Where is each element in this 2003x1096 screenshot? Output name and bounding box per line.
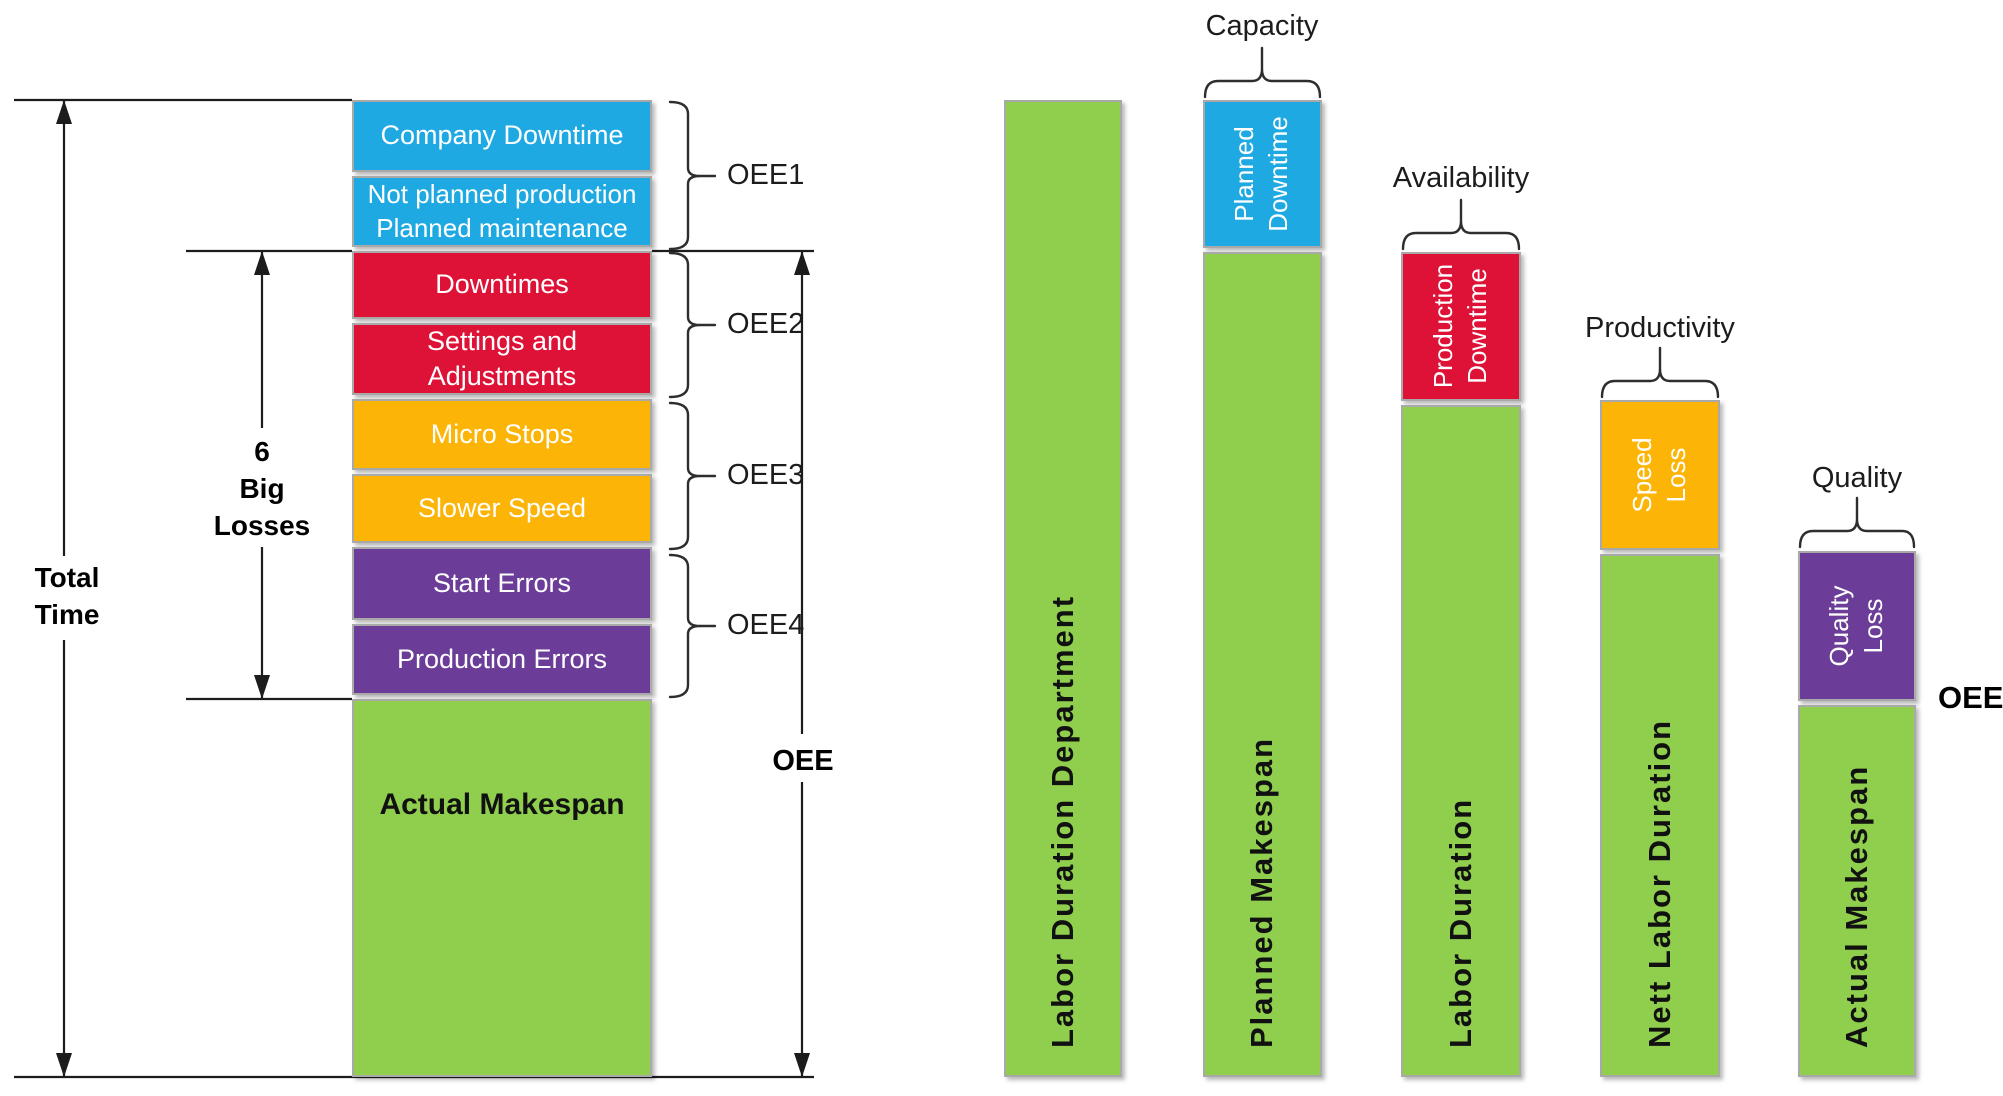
segment-slower-speed: Slower Speed bbox=[352, 474, 652, 543]
productivity-label: Productivity bbox=[1585, 312, 1735, 344]
segment-company-downtime: Company Downtime bbox=[352, 100, 652, 172]
quality-label: Quality bbox=[1811, 462, 1903, 494]
availability-brace bbox=[1401, 198, 1521, 251]
segment-label: Micro Stops bbox=[430, 418, 574, 449]
bar-nett-labor-duration-loss bbox=[1600, 400, 1720, 550]
oee4-label: OEE4 bbox=[727, 609, 805, 641]
oee3-label: OEE3 bbox=[727, 459, 805, 491]
oee-label-right: OEE bbox=[1938, 680, 2003, 715]
availability-label: Availability bbox=[1392, 162, 1530, 194]
productivity-brace bbox=[1600, 346, 1720, 399]
bar-actual-makespan bbox=[1798, 705, 1916, 1077]
segment-not-planned-production: Not planned production Planned maintenan… bbox=[352, 176, 652, 247]
segment-label: Start Errors bbox=[432, 567, 572, 598]
segment-production-errors: Production Errors bbox=[352, 624, 652, 695]
segment-actual-makespan: Actual Makespan bbox=[352, 699, 652, 1077]
segment-label: Downtimes bbox=[435, 269, 569, 300]
oee2-label: OEE2 bbox=[727, 308, 805, 340]
six-big-losses-label: 6 Big Losses bbox=[192, 432, 332, 547]
production-downtime-label: Production Downtime bbox=[1428, 263, 1492, 389]
bar-planned-makespan bbox=[1203, 252, 1322, 1077]
bar-labor-duration-department bbox=[1004, 100, 1122, 1077]
oee1-label: OEE1 bbox=[727, 159, 805, 191]
total-time-label: Total Time bbox=[8, 558, 126, 636]
segment-label: Slower Speed bbox=[417, 492, 587, 523]
oee1-brace bbox=[668, 100, 717, 251]
segment-settings-adjustments: Settings and Adjustments bbox=[352, 323, 652, 395]
six-big-losses-arrow bbox=[254, 251, 270, 699]
segment-label: Company Downtime bbox=[380, 120, 624, 151]
bar-name-nett-labor-duration: Nett Labor Duration bbox=[1642, 718, 1677, 1048]
oee2-brace bbox=[668, 251, 717, 399]
segment-label: Not planned production Planned maintenan… bbox=[367, 178, 637, 243]
quality-brace bbox=[1798, 496, 1916, 549]
bar-labor-duration bbox=[1401, 405, 1521, 1077]
quality-loss-label: Quality Loss bbox=[1824, 585, 1888, 667]
segment-start-errors: Start Errors bbox=[352, 547, 652, 620]
speed-loss-label: Speed Loss bbox=[1627, 437, 1691, 513]
planned-downtime-label: Planned Downtime bbox=[1229, 116, 1293, 232]
bar-nett-labor-duration bbox=[1600, 554, 1720, 1077]
segment-label: Settings and Adjustments bbox=[426, 325, 578, 391]
segment-label: Actual Makespan bbox=[379, 788, 625, 821]
bar-labor-duration-loss bbox=[1401, 252, 1521, 401]
bar-name-labor-duration: Labor Duration bbox=[1443, 797, 1478, 1048]
segment-downtimes: Downtimes bbox=[352, 251, 652, 319]
total-time-arrow bbox=[56, 100, 72, 1077]
capacity-label: Capacity bbox=[1205, 10, 1319, 42]
oee-label-left: OEE bbox=[764, 740, 842, 783]
bar-name-labor-duration-department: Labor Duration Department bbox=[1045, 594, 1080, 1048]
bar-planned-makespan-loss bbox=[1203, 100, 1322, 248]
bar-name-planned-makespan: Planned Makespan bbox=[1244, 736, 1279, 1048]
oee3-brace bbox=[668, 401, 717, 551]
bar-name-actual-makespan: Actual Makespan bbox=[1839, 764, 1874, 1048]
oee-arrow bbox=[794, 251, 810, 1077]
bar-actual-makespan-loss bbox=[1798, 551, 1916, 701]
oee4-brace bbox=[668, 553, 717, 699]
segment-label: Production Errors bbox=[396, 643, 608, 674]
capacity-brace bbox=[1203, 46, 1322, 99]
segment-micro-stops: Micro Stops bbox=[352, 399, 652, 470]
